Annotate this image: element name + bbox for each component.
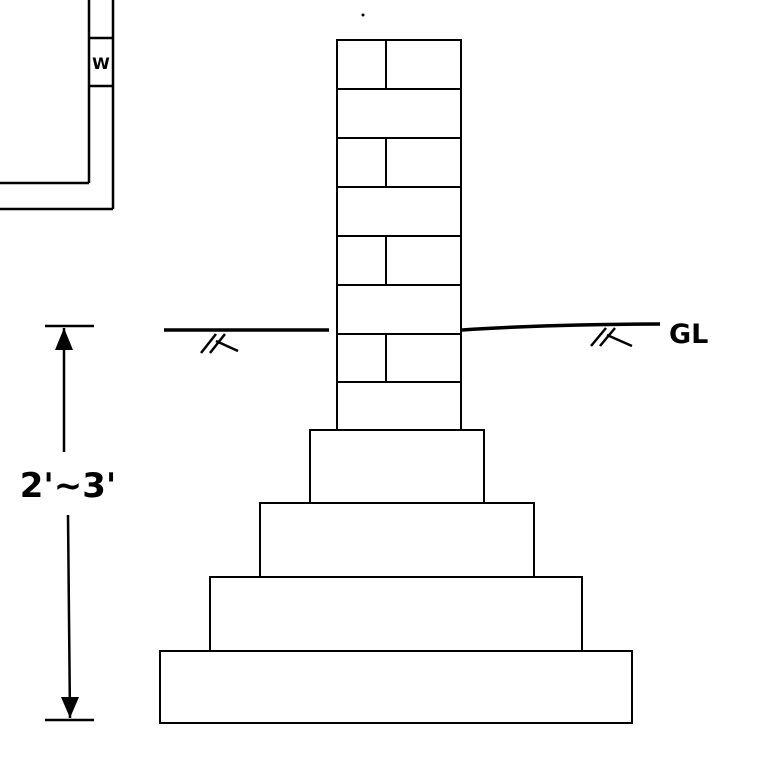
footing-step-2	[259, 502, 535, 578]
plan-wall-corner: W	[0, 0, 115, 211]
ground-hatch-left	[200, 333, 239, 354]
ground-hatch-right	[590, 327, 633, 348]
window-symbol: W	[89, 36, 113, 88]
footing-step-3	[209, 576, 583, 652]
footing-step-1	[309, 429, 485, 504]
ground-level-label: GL	[669, 319, 708, 350]
dimension-arrow-up	[55, 328, 73, 350]
brick-wall	[336, 39, 462, 431]
footing-step-4	[159, 650, 633, 724]
window-label: W	[92, 54, 110, 73]
stepped-footing	[159, 429, 633, 724]
scan-speck	[361, 13, 365, 17]
depth-dimension: 2'~3'	[20, 324, 117, 722]
dimension-arrow-down	[61, 697, 79, 718]
depth-label: 2'~3'	[20, 466, 117, 506]
ground-level-line: GL	[164, 319, 708, 354]
